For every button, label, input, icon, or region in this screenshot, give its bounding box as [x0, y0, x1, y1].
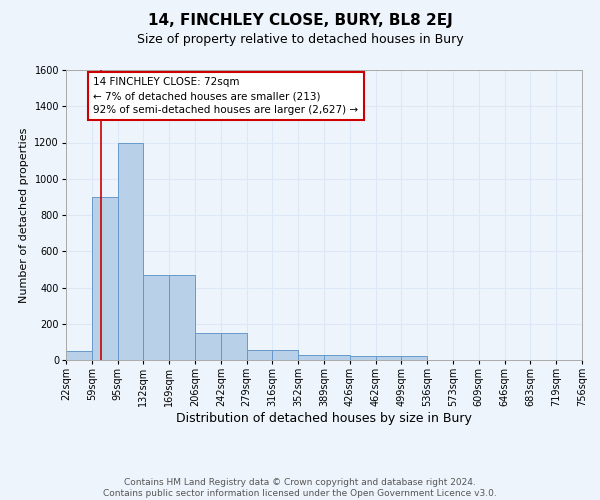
Bar — [401, 356, 427, 360]
Bar — [350, 356, 376, 360]
Bar — [272, 350, 298, 360]
Text: 14 FINCHLEY CLOSE: 72sqm
← 7% of detached houses are smaller (213)
92% of semi-d: 14 FINCHLEY CLOSE: 72sqm ← 7% of detache… — [93, 77, 358, 116]
Text: 14, FINCHLEY CLOSE, BURY, BL8 2EJ: 14, FINCHLEY CLOSE, BURY, BL8 2EJ — [148, 12, 452, 28]
Bar — [92, 197, 118, 360]
Bar — [221, 333, 247, 360]
Bar — [118, 142, 143, 360]
Bar — [143, 275, 169, 360]
Bar — [66, 351, 92, 360]
Bar — [324, 356, 350, 360]
Bar — [247, 350, 272, 360]
Bar — [169, 275, 195, 360]
Bar — [376, 356, 401, 360]
X-axis label: Distribution of detached houses by size in Bury: Distribution of detached houses by size … — [176, 412, 472, 425]
Bar — [298, 354, 324, 360]
Bar — [195, 333, 221, 360]
Y-axis label: Number of detached properties: Number of detached properties — [19, 128, 29, 302]
Text: Size of property relative to detached houses in Bury: Size of property relative to detached ho… — [137, 32, 463, 46]
Text: Contains HM Land Registry data © Crown copyright and database right 2024.
Contai: Contains HM Land Registry data © Crown c… — [103, 478, 497, 498]
